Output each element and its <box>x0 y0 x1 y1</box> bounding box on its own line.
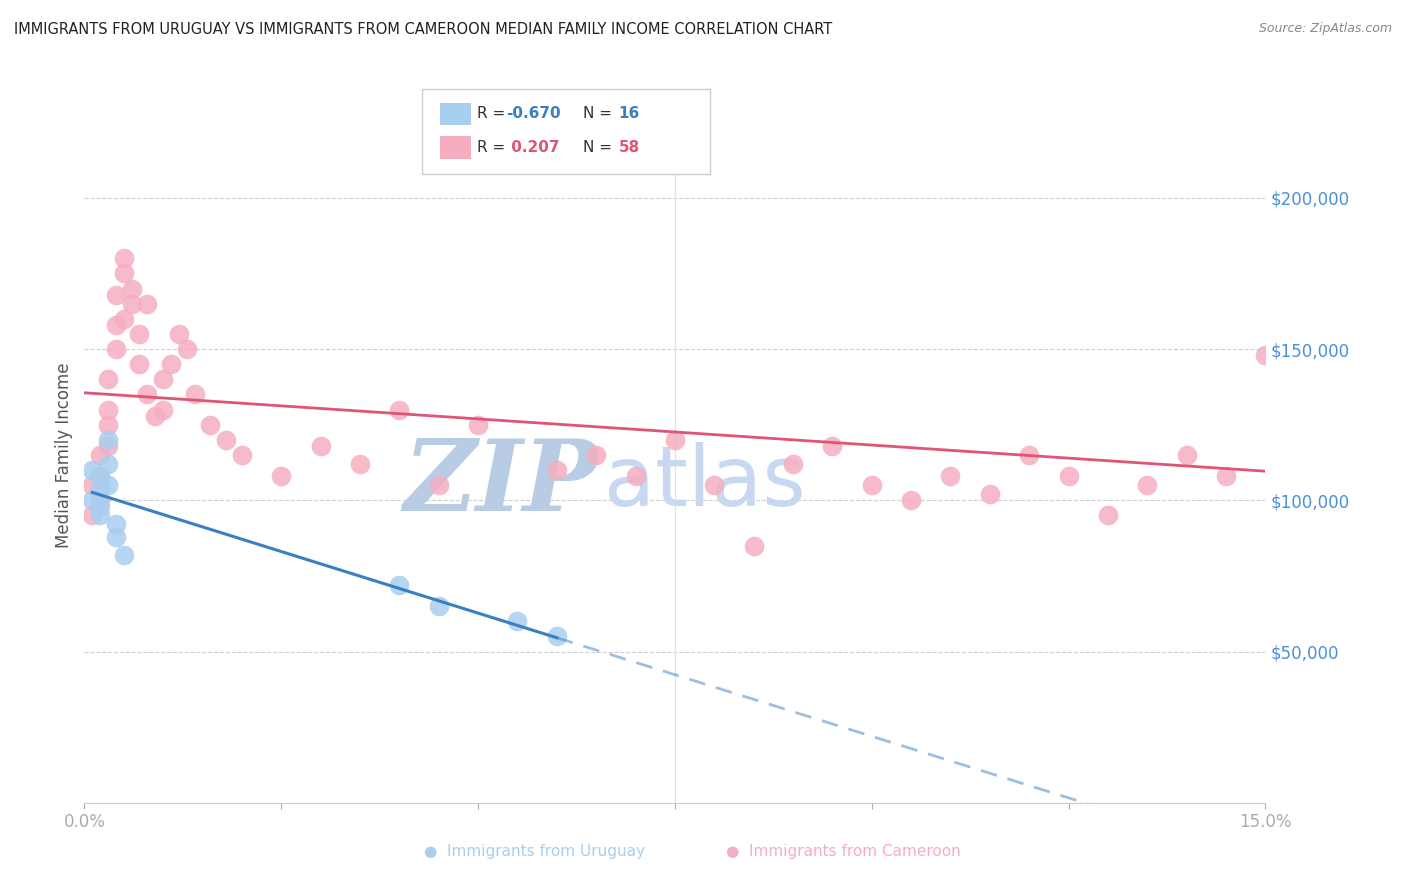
Point <box>82 478 104 492</box>
Point <box>143 409 166 423</box>
Point <box>388 402 411 417</box>
Point <box>104 517 127 532</box>
Text: R =: R = <box>477 140 510 154</box>
Point <box>1175 448 1198 462</box>
Text: IMMIGRANTS FROM URUGUAY VS IMMIGRANTS FROM CAMEROON MEDIAN FAMILY INCOME CORRELA: IMMIGRANTS FROM URUGUAY VS IMMIGRANTS FR… <box>14 22 832 37</box>
Point <box>82 493 104 508</box>
Text: N =: N = <box>583 106 617 120</box>
Point <box>200 417 222 432</box>
Point <box>89 469 111 483</box>
Point <box>89 508 111 523</box>
Point <box>1136 478 1159 492</box>
Point <box>624 469 647 483</box>
Point <box>112 548 135 562</box>
Point <box>128 326 150 341</box>
Point <box>97 417 120 432</box>
Point <box>176 342 198 356</box>
Point <box>427 599 450 614</box>
Point <box>97 402 120 417</box>
Text: -0.670: -0.670 <box>506 106 561 120</box>
Point <box>121 296 143 310</box>
Point <box>104 342 127 356</box>
Point <box>1254 348 1277 362</box>
Point <box>860 478 883 492</box>
Text: N =: N = <box>583 140 617 154</box>
Point <box>136 296 159 310</box>
Text: R =: R = <box>477 106 510 120</box>
Point <box>152 372 174 386</box>
Point <box>104 530 127 544</box>
Point <box>82 463 104 477</box>
Point <box>97 372 120 386</box>
Text: ZIP: ZIP <box>404 434 598 531</box>
Point <box>97 439 120 453</box>
Text: ●  Immigrants from Cameroon: ● Immigrants from Cameroon <box>727 845 960 859</box>
Point <box>136 387 159 401</box>
Point <box>112 252 135 266</box>
Point <box>900 493 922 508</box>
Text: atlas: atlas <box>605 442 806 524</box>
Point <box>104 287 127 301</box>
Point <box>1215 469 1237 483</box>
Point <box>112 311 135 326</box>
Point <box>821 439 844 453</box>
Point <box>89 481 111 495</box>
Point <box>467 417 489 432</box>
Y-axis label: Median Family Income: Median Family Income <box>55 362 73 548</box>
Point <box>1333 348 1355 362</box>
Point <box>546 463 568 477</box>
Point <box>1057 469 1080 483</box>
Point <box>89 448 111 462</box>
Point <box>97 478 120 492</box>
Point <box>160 357 183 371</box>
Point <box>89 493 111 508</box>
Point <box>349 457 371 471</box>
Point <box>427 478 450 492</box>
Point <box>703 478 725 492</box>
Point <box>152 402 174 417</box>
Point <box>506 615 529 629</box>
Point <box>979 487 1001 501</box>
Point <box>104 318 127 332</box>
Point <box>89 500 111 514</box>
Point <box>939 469 962 483</box>
Point <box>112 267 135 281</box>
Point <box>183 387 205 401</box>
Point <box>1097 508 1119 523</box>
Point <box>121 281 143 295</box>
Text: 0.207: 0.207 <box>506 140 560 154</box>
Point <box>167 326 190 341</box>
Point <box>215 433 238 447</box>
Point <box>97 433 120 447</box>
Point <box>664 433 686 447</box>
Point <box>89 469 111 483</box>
Point <box>388 578 411 592</box>
Point <box>546 629 568 643</box>
Point <box>82 508 104 523</box>
Point <box>782 457 804 471</box>
Text: ●  Immigrants from Uruguay: ● Immigrants from Uruguay <box>423 845 645 859</box>
Text: 58: 58 <box>619 140 640 154</box>
Point <box>1018 448 1040 462</box>
Point <box>1294 336 1316 351</box>
Point <box>309 439 332 453</box>
Point <box>742 539 765 553</box>
Text: 16: 16 <box>619 106 640 120</box>
Point <box>97 457 120 471</box>
Point <box>231 448 253 462</box>
Point <box>128 357 150 371</box>
Point <box>270 469 292 483</box>
Point <box>585 448 607 462</box>
Text: Source: ZipAtlas.com: Source: ZipAtlas.com <box>1258 22 1392 36</box>
